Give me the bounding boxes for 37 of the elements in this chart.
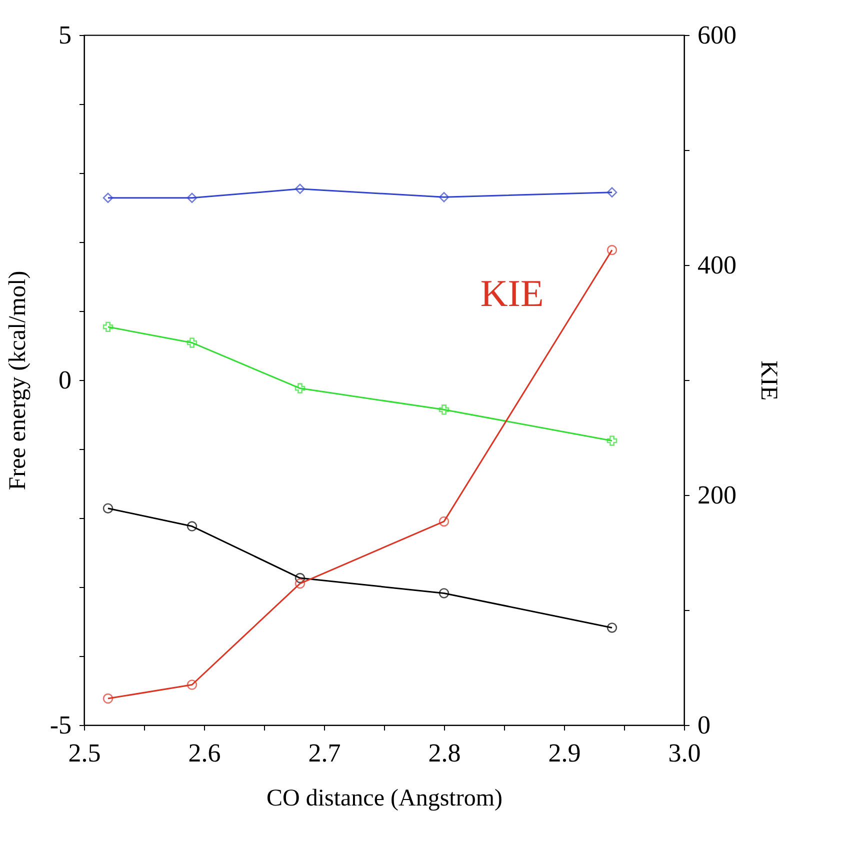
x-tick-label: 2.7 [308,738,341,768]
y2-tick-label: 400 [698,250,736,280]
point [438,516,450,527]
point [186,521,198,532]
point [438,404,450,415]
point [606,187,618,198]
point [294,383,306,394]
x-tick-label: 2.6 [188,738,221,768]
point [102,503,114,514]
point [438,588,450,598]
point [186,192,198,203]
point [606,622,618,633]
x-tick-label: 2.5 [68,738,101,768]
y-tick-label: 5 [58,20,72,50]
y2-tick-label: 600 [698,20,736,50]
y-tick-label: -5 [50,710,72,740]
x-axis-title: CO distance (Angstrom) [266,786,502,812]
x-tick-label: 2.8 [428,738,461,768]
x-tick-label: 2.9 [548,738,581,768]
y2-axis-title: KIE [756,360,782,400]
point [294,572,306,584]
point [102,192,114,203]
point [102,322,114,332]
point [606,436,618,446]
point [294,184,306,194]
point [606,244,618,256]
y-tick-label: 0 [58,366,72,394]
point [186,338,198,348]
point [102,693,114,704]
y-axis-title: Free energy (kcal/mol) [4,270,31,490]
x-tick-label: 3.0 [668,738,701,768]
y2-tick-label: 200 [698,480,736,510]
series-label: KIE [480,273,544,316]
y2-tick-label: 0 [698,710,710,740]
point [438,192,450,202]
point [186,680,198,690]
point [294,578,306,589]
